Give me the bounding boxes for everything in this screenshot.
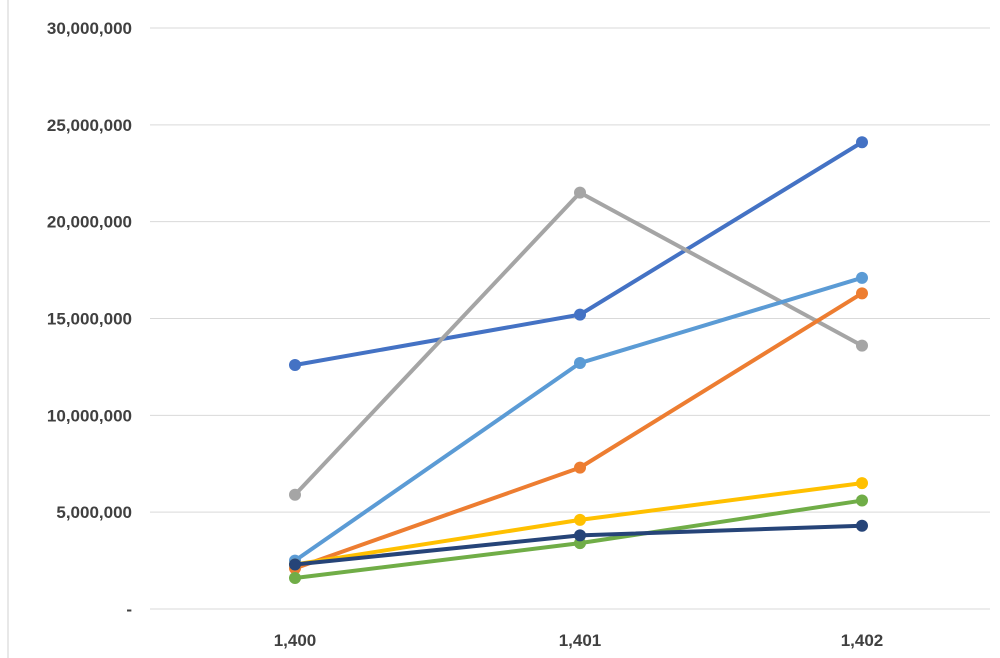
x-tick-label: 1,401 bbox=[559, 631, 602, 650]
data-point bbox=[574, 461, 586, 474]
data-point bbox=[856, 519, 868, 532]
series-lines bbox=[289, 136, 868, 585]
y-tick-label: 20,000,000 bbox=[47, 213, 132, 232]
series-0 bbox=[289, 136, 868, 371]
data-point bbox=[856, 136, 868, 149]
data-point bbox=[289, 488, 301, 501]
data-point bbox=[856, 339, 868, 352]
y-tick-label: 5,000,000 bbox=[56, 503, 132, 522]
data-point bbox=[856, 271, 868, 284]
series-1 bbox=[289, 186, 868, 501]
x-axis-tick-labels: 1,400 1,401 1,402 bbox=[274, 631, 884, 650]
data-point bbox=[856, 494, 868, 507]
y-tick-label: 10,000,000 bbox=[47, 406, 132, 425]
y-axis-tick-labels: - 5,000,000 10,000,000 15,000,000 20,000,000… bbox=[47, 19, 132, 619]
gridlines bbox=[150, 27, 990, 610]
data-point bbox=[574, 529, 586, 542]
series-line bbox=[293, 140, 864, 367]
x-tick-label: 1,400 bbox=[274, 631, 317, 650]
series-5 bbox=[289, 494, 868, 585]
y-tick-label: 15,000,000 bbox=[47, 310, 132, 329]
y-tick-label: 25,000,000 bbox=[47, 116, 132, 135]
data-point bbox=[289, 558, 301, 571]
data-point bbox=[574, 357, 586, 370]
data-point bbox=[856, 477, 868, 490]
data-point bbox=[289, 572, 301, 585]
x-tick-label: 1,402 bbox=[841, 631, 884, 650]
data-point bbox=[289, 358, 301, 371]
data-point bbox=[856, 287, 868, 300]
data-point bbox=[574, 513, 586, 526]
y-tick-label: - bbox=[126, 600, 132, 619]
data-point bbox=[574, 308, 586, 321]
series-6 bbox=[289, 519, 868, 571]
y-tick-label: 30,000,000 bbox=[47, 19, 132, 38]
data-point bbox=[574, 186, 586, 199]
